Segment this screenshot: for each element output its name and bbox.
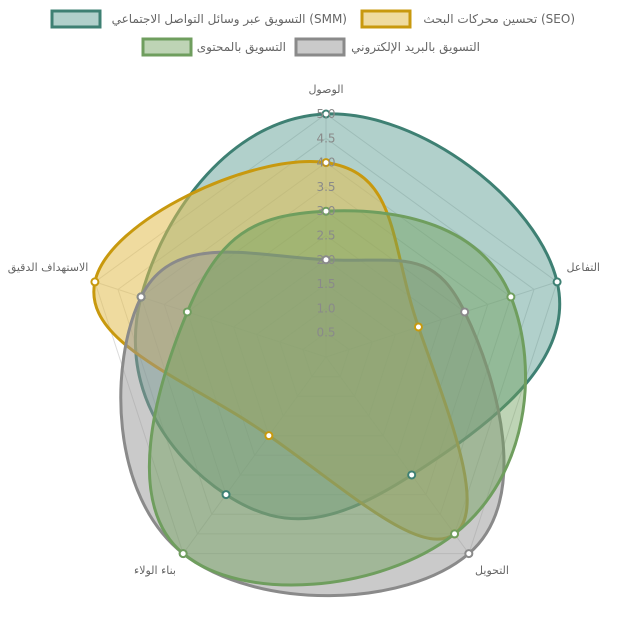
legend-item[interactable]: التسويق عبر وسائل التواصل الاجتماعي (SMM… bbox=[50, 9, 347, 29]
data-point[interactable] bbox=[450, 529, 460, 539]
axis-label: بناء الولاء bbox=[134, 564, 176, 577]
axis-label: الوصول bbox=[308, 83, 343, 96]
tick-label: 2.0 bbox=[316, 253, 335, 267]
axis-label: التفاعل bbox=[566, 261, 600, 274]
data-point[interactable] bbox=[178, 549, 188, 559]
legend-swatch bbox=[141, 37, 193, 57]
legend-item[interactable]: التسويق بالبريد الإلكتروني bbox=[294, 37, 480, 57]
data-point[interactable] bbox=[464, 549, 474, 559]
axis-label: التحويل bbox=[475, 564, 509, 577]
data-point[interactable] bbox=[407, 470, 417, 480]
data-point[interactable] bbox=[90, 277, 100, 287]
tick-label: 3.0 bbox=[316, 204, 335, 218]
data-point[interactable] bbox=[182, 307, 192, 317]
legend-item[interactable]: التسويق بالمحتوى bbox=[141, 37, 286, 57]
tick-label: 1.0 bbox=[316, 301, 335, 315]
legend-label: التسويق بالبريد الإلكتروني bbox=[351, 40, 480, 55]
legend-label: تحسين محركات البحث (SEO) bbox=[423, 12, 575, 27]
data-point[interactable] bbox=[221, 490, 231, 500]
data-point[interactable] bbox=[136, 292, 146, 302]
data-point[interactable] bbox=[552, 277, 562, 287]
data-point[interactable] bbox=[321, 255, 331, 265]
legend-swatch bbox=[50, 9, 102, 29]
series-areas bbox=[92, 112, 562, 598]
axis-labels: الوصول التفاعل التحويل بناء الولاء الاستهداف… bbox=[8, 83, 600, 577]
tick-label: 1.5 bbox=[316, 277, 335, 291]
legend-label: التسويق عبر وسائل التواصل الاجتماعي (SMM… bbox=[112, 12, 347, 27]
tick-label: 2.5 bbox=[316, 229, 335, 243]
legend-label: التسويق بالمحتوى bbox=[197, 40, 286, 55]
tick-label: 0.5 bbox=[316, 326, 335, 340]
legend: التسويق عبر وسائل التواصل الاجتماعي (SMM… bbox=[50, 9, 575, 57]
data-point[interactable] bbox=[460, 307, 470, 317]
data-point[interactable] bbox=[413, 322, 423, 332]
tick-label: 4.0 bbox=[316, 156, 335, 170]
axis-label: الاستهداف الدقيق bbox=[8, 261, 89, 275]
legend-item[interactable]: تحسين محركات البحث (SEO) bbox=[360, 9, 575, 29]
tick-labels: 0.5 1.0 1.5 2.0 2.5 3.0 3.5 4.0 4.5 5.0 bbox=[316, 107, 335, 340]
data-point[interactable] bbox=[264, 431, 274, 441]
tick-label: 4.5 bbox=[316, 131, 335, 145]
legend-swatch bbox=[360, 9, 412, 29]
tick-label: 3.5 bbox=[316, 180, 335, 194]
data-point[interactable] bbox=[506, 292, 516, 302]
legend-swatch bbox=[294, 37, 346, 57]
data-point[interactable] bbox=[321, 158, 331, 168]
data-point[interactable] bbox=[321, 206, 331, 216]
data-point[interactable] bbox=[321, 109, 331, 119]
series-points bbox=[90, 109, 562, 559]
tick-label: 5.0 bbox=[316, 107, 335, 121]
